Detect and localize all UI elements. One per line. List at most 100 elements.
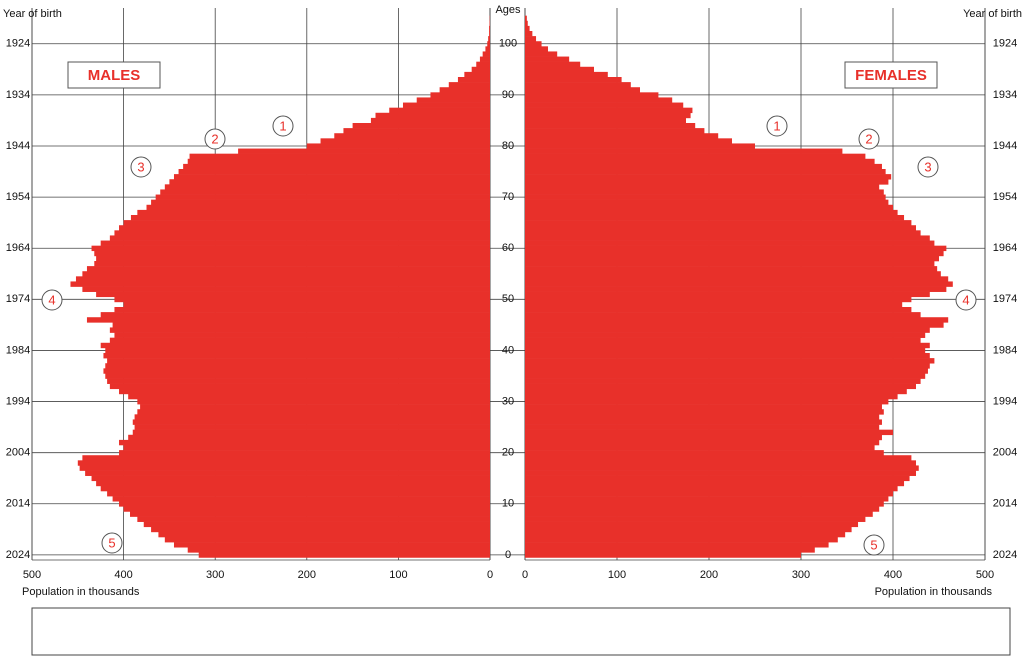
age-tick-label: 50 — [502, 293, 514, 305]
bar — [525, 82, 631, 88]
bar — [439, 87, 490, 93]
year-tick-label: 1974 — [993, 293, 1017, 305]
bar — [75, 276, 490, 282]
bar — [525, 465, 919, 471]
bar — [123, 220, 490, 226]
bars — [70, 15, 953, 558]
bar — [525, 250, 944, 257]
bar — [457, 77, 490, 83]
x-tick-label: 100 — [608, 569, 626, 581]
x-tick-label: 500 — [23, 569, 41, 581]
x-tick-label: 300 — [206, 569, 224, 581]
bar — [187, 547, 490, 553]
x-tick-label: 500 — [976, 569, 994, 581]
bar — [100, 485, 490, 492]
bar — [343, 128, 490, 134]
bar — [525, 485, 898, 492]
bar — [123, 301, 490, 308]
bar — [525, 255, 939, 262]
bar — [370, 117, 490, 124]
annotation-number: 1 — [279, 118, 286, 133]
bar — [525, 107, 693, 114]
bar — [334, 133, 490, 139]
bar — [525, 342, 930, 349]
bar — [525, 36, 537, 42]
bar — [96, 255, 491, 262]
bar — [320, 138, 490, 144]
bar — [525, 281, 953, 287]
bar — [525, 276, 949, 282]
bar — [525, 460, 916, 466]
annotation-number: 4 — [48, 292, 55, 307]
bar — [525, 66, 594, 73]
annotation-number: 5 — [870, 537, 877, 552]
bar — [525, 163, 882, 170]
year-tick-label: 1984 — [6, 344, 30, 356]
bar — [525, 470, 916, 476]
bar — [525, 480, 905, 487]
bar — [525, 271, 941, 277]
bar — [119, 439, 491, 446]
bar — [525, 516, 866, 522]
bar — [525, 399, 889, 405]
bar — [525, 194, 886, 200]
bar — [151, 526, 490, 533]
bar — [183, 163, 490, 170]
bar — [134, 424, 491, 430]
bar — [525, 388, 907, 395]
year-tick-label: 2014 — [6, 498, 30, 510]
bar — [140, 404, 490, 410]
bar — [198, 552, 490, 558]
age-tick-label: 10 — [502, 498, 514, 510]
annotation-circle — [863, 534, 885, 556]
bar — [525, 117, 686, 124]
bar — [489, 31, 490, 37]
bar — [77, 460, 491, 466]
bar — [112, 322, 490, 328]
bar — [103, 368, 490, 374]
bar — [525, 307, 912, 313]
bar — [109, 327, 491, 333]
bar — [525, 312, 921, 318]
bar — [525, 46, 548, 52]
year-tick-label: 1994 — [993, 395, 1017, 407]
bar — [525, 531, 846, 538]
bar — [137, 209, 490, 216]
bar — [79, 465, 490, 471]
bar — [103, 353, 490, 359]
year-tick-label: 2014 — [993, 498, 1017, 510]
bar — [525, 332, 926, 338]
bar — [86, 266, 491, 272]
year-tick-label: 1954 — [993, 191, 1017, 203]
x-tick-label: 100 — [389, 569, 407, 581]
bar — [482, 51, 490, 57]
bar — [137, 516, 490, 522]
bar — [109, 235, 491, 241]
bar — [525, 511, 873, 517]
bar — [464, 71, 490, 78]
bar — [525, 51, 558, 57]
bar — [130, 511, 490, 517]
bar — [187, 158, 490, 165]
bar — [525, 537, 838, 543]
bar — [525, 209, 898, 216]
bar — [525, 363, 930, 369]
bar — [107, 491, 490, 497]
bar — [525, 347, 926, 354]
bar — [525, 506, 880, 512]
annotation-circle — [130, 156, 152, 178]
bar — [100, 342, 490, 349]
bar — [525, 112, 691, 119]
bar — [525, 189, 884, 195]
x-tick-label: 400 — [114, 569, 132, 581]
annotation-number: 3 — [924, 159, 931, 174]
bar — [430, 92, 490, 98]
left-year-label: Year of birth — [3, 8, 62, 20]
bar — [132, 419, 490, 425]
bar — [155, 194, 490, 200]
bar — [525, 174, 892, 180]
annotation-number: 5 — [108, 535, 115, 550]
bar — [146, 204, 490, 211]
bar — [306, 143, 490, 149]
bar — [525, 15, 527, 22]
